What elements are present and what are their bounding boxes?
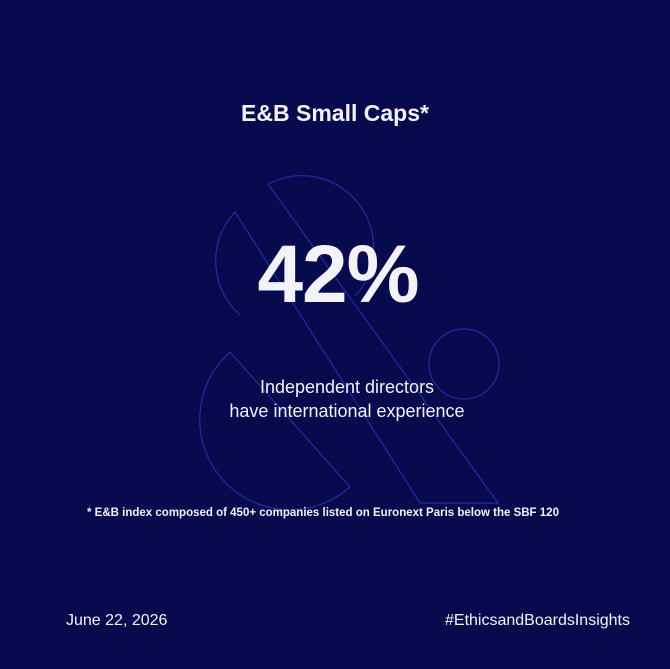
hashtag[interactable]: #EthicsandBoardsInsights — [445, 612, 630, 629]
footnote: * E&B index composed of 450+ companies l… — [87, 507, 559, 519]
description-line: Independent directors — [259, 377, 435, 397]
description: Independent directors have international… — [0, 375, 670, 423]
description-line: have international experience — [229, 401, 465, 421]
deco-stroke — [215, 183, 500, 504]
deco-circle — [428, 328, 500, 400]
stat: 42% — [257, 229, 419, 320]
date: June 22, 2026 — [66, 612, 168, 629]
deco-half-disc — [199, 351, 351, 511]
deco-arc — [267, 175, 375, 297]
title: E&B Small Caps* — [241, 100, 429, 126]
